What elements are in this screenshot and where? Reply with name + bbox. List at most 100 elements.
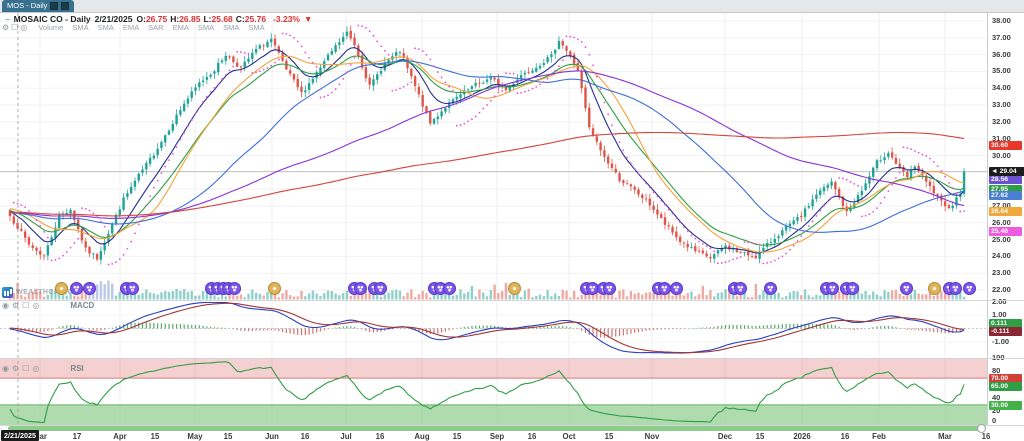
time-axis-label: 16 xyxy=(375,432,385,441)
panel-icon[interactable]: ☐ xyxy=(11,23,19,32)
event-marker-icon[interactable] xyxy=(55,282,68,295)
indicator-badge: 0.111 xyxy=(989,319,1022,328)
time-axis-label: Jun xyxy=(265,432,279,441)
circle-icon[interactable]: ◉ xyxy=(2,301,9,310)
price-axis-label: 37.00 xyxy=(992,32,1011,42)
gear-icon[interactable]: ⚙ xyxy=(2,23,10,32)
event-marker-icon[interactable] xyxy=(83,282,96,295)
indicator-badge: -0.111 xyxy=(989,327,1022,336)
price-axis-label: 24.00 xyxy=(992,251,1011,261)
indicator-toolbar: ⚙ ☐ ◎ Volume SMA SMA EMA SAR EMA SMA SMA SMA xyxy=(2,23,265,32)
price-badge: 27.62 xyxy=(989,191,1022,200)
price-axis-label: 26.00 xyxy=(992,217,1011,227)
indicator-label[interactable]: SMA xyxy=(97,23,114,32)
ohlc-item: H:26.85 xyxy=(170,14,201,24)
watermark: WEALTHCHARTS xyxy=(2,287,81,298)
time-axis-label: May xyxy=(187,432,203,441)
event-marker-icon[interactable] xyxy=(764,282,777,295)
tab-link-icon[interactable] xyxy=(50,2,59,10)
indicator-axis-label: 0 xyxy=(992,416,997,425)
panel-icon[interactable]: ☐ xyxy=(22,364,30,373)
event-marker-icon[interactable] xyxy=(949,282,962,295)
indicator-label[interactable]: SAR xyxy=(148,23,164,32)
indicator-label[interactable]: SMA xyxy=(197,23,215,32)
time-axis-label: Mar xyxy=(33,432,47,441)
event-marker-icon[interactable] xyxy=(963,282,976,295)
price-badge: 26.64 xyxy=(989,207,1022,217)
time-axis-label: 15 xyxy=(452,432,462,441)
time-axis-label: 15 xyxy=(223,432,233,441)
price-axis[interactable] xyxy=(987,12,1024,425)
event-marker-icon[interactable] xyxy=(928,282,941,295)
indicator-axis-label: 20 xyxy=(992,406,1001,415)
event-marker-icon[interactable] xyxy=(826,282,839,295)
event-marker-icon[interactable] xyxy=(70,282,83,295)
collapse-icon[interactable]: − xyxy=(5,14,10,24)
gear-icon[interactable]: ⚙ xyxy=(11,364,20,373)
indicator-label[interactable]: SMA xyxy=(223,23,240,32)
price-axis-label: 32.00 xyxy=(992,116,1011,126)
symbol-header: − MOSAIC CO - Daily 2/21/2025 O:26.75 H:2… xyxy=(5,14,312,24)
time-axis-label: 16 xyxy=(300,432,310,441)
indicator-badge: 65.00 xyxy=(989,382,1022,391)
gear-icon[interactable]: ⚙ xyxy=(11,301,20,310)
price-axis-label: 31.00 xyxy=(992,133,1011,143)
ohlc-item: L:25.68 xyxy=(203,14,233,24)
tab-close-icon[interactable] xyxy=(61,2,70,10)
circle-icon[interactable]: ◉ xyxy=(2,364,9,373)
price-axis-label: 36.00 xyxy=(992,49,1011,59)
panel-icon[interactable]: ☐ xyxy=(22,301,30,310)
indicator-label[interactable]: Volume xyxy=(38,23,64,32)
time-axis-label: Sep xyxy=(489,432,505,441)
time-axis-label: 16 xyxy=(840,432,850,441)
overlay-EMA xyxy=(9,55,965,246)
eye-icon[interactable]: ◎ xyxy=(32,364,40,373)
price-axis-label: 23.00 xyxy=(992,268,1011,278)
eye-icon[interactable]: ◎ xyxy=(20,23,28,32)
event-marker-icon[interactable] xyxy=(374,282,387,295)
price-axis-label: 25.00 xyxy=(992,234,1011,244)
indicator-axis-label: -1.00 xyxy=(992,337,1010,346)
scrollbar-handle[interactable] xyxy=(977,424,986,433)
indicator-badge: 30.00 xyxy=(989,401,1022,410)
indicator-label[interactable]: EMA xyxy=(172,23,189,32)
time-scrollbar[interactable] xyxy=(8,426,980,431)
event-marker-icon[interactable] xyxy=(846,282,859,295)
event-marker-icon[interactable] xyxy=(126,282,139,295)
price-axis-label: 30.00 xyxy=(992,150,1011,160)
time-axis-label: Oct xyxy=(562,432,576,441)
pane-divider[interactable] xyxy=(0,300,1024,301)
event-marker-icon[interactable] xyxy=(670,282,683,295)
pane-divider[interactable] xyxy=(0,358,1024,359)
time-axis-label: 2026 xyxy=(793,432,811,441)
price-axis-label: 22.00 xyxy=(992,285,1011,294)
time-axis-label: Aug xyxy=(414,432,430,441)
indicator-label[interactable]: EMA xyxy=(122,23,140,32)
event-marker-icon[interactable] xyxy=(508,282,521,295)
tab-mos-daily[interactable]: MOS - Daily xyxy=(2,0,75,12)
event-marker-icon[interactable] xyxy=(603,282,616,295)
indicator-axis-label: 2.00 xyxy=(992,297,1007,306)
indicator-label[interactable]: SMA xyxy=(72,23,89,32)
tab-bar: MOS - Daily xyxy=(0,0,1024,13)
event-marker-icon[interactable] xyxy=(900,282,913,295)
chart-canvas[interactable] xyxy=(0,0,988,441)
rsi-pane-header: ◉ ⚙ ☐ ◎ RSI xyxy=(2,364,84,373)
event-marker-icon[interactable] xyxy=(268,282,281,295)
event-marker-icon[interactable] xyxy=(228,282,241,295)
indicator-label[interactable]: SMA xyxy=(248,23,265,32)
indicator-badge: 70.00 xyxy=(989,374,1022,383)
time-axis-label: 16 xyxy=(981,432,991,441)
event-marker-icon[interactable] xyxy=(354,282,367,295)
event-marker-icon[interactable] xyxy=(734,282,747,295)
event-marker-icon[interactable] xyxy=(443,282,456,295)
eye-icon[interactable]: ◎ xyxy=(32,301,40,310)
rsi-pane-label: RSI xyxy=(70,364,84,373)
indicator-list: Volume SMA SMA EMA SAR EMA SMA SMA SMA xyxy=(38,23,264,32)
price-axis-label: 38.00 xyxy=(992,16,1011,25)
overlay-EMA-short xyxy=(9,47,965,254)
crosshair-date-badge: 2/21/2025 xyxy=(1,430,39,441)
time-axis-label: Mar xyxy=(938,432,952,441)
price-axis-label: 34.00 xyxy=(992,83,1011,93)
